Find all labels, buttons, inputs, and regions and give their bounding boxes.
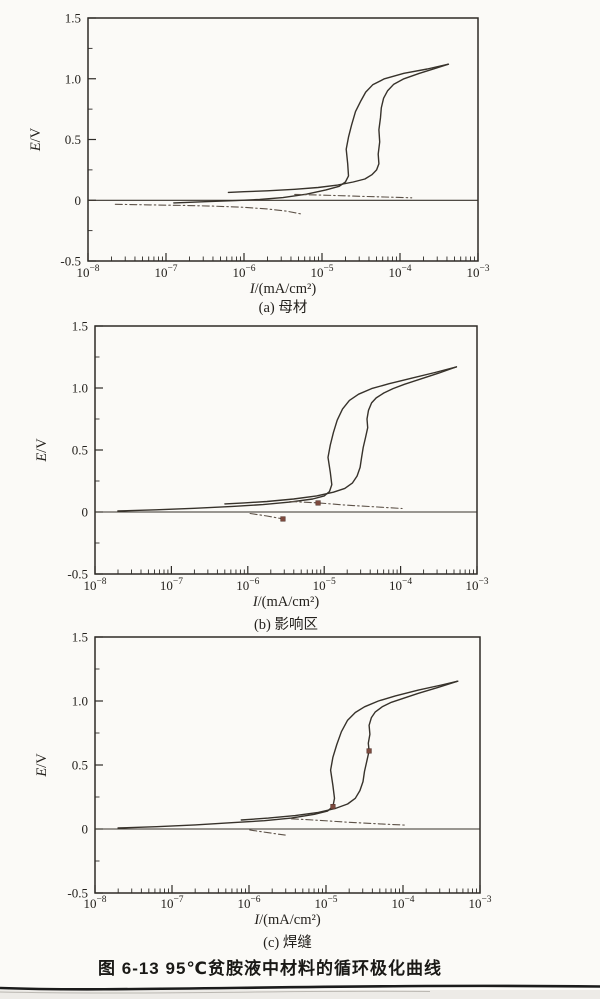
chart-a-sublabel: (a) 母材 xyxy=(258,300,308,316)
x-tick-label: 10−7 xyxy=(154,264,177,280)
y-tick-label: 1.0 xyxy=(72,694,88,709)
y-axis-title: E/V xyxy=(34,753,50,778)
x-tick-label: 10−4 xyxy=(389,577,412,593)
data-marker xyxy=(330,804,336,810)
y-axis-title: E/V xyxy=(34,438,50,463)
forward-scan-curve xyxy=(173,63,450,204)
y-axis: 1.5 1.0 0.5 0 -0.5 xyxy=(67,630,103,901)
x-tick-label: 10−5 xyxy=(310,264,333,280)
y-tick-label: 1.5 xyxy=(72,630,88,645)
reverse-scan-curve xyxy=(227,63,450,194)
x-tick-label: 10−5 xyxy=(313,577,336,593)
y-tick-label: 0.5 xyxy=(72,758,88,773)
plot-frame xyxy=(94,636,481,894)
x-axis-title: I/(mA/cm²) xyxy=(252,594,320,610)
y-tick-label: -0.5 xyxy=(60,254,81,269)
x-axis: 10−8 10−7 10−6 10−5 10−4 10−3 xyxy=(83,566,489,593)
plot-frame xyxy=(87,17,479,262)
x-tick-label: 10−7 xyxy=(160,577,183,593)
forward-scan-curve xyxy=(117,366,458,512)
y-tick-label: 0 xyxy=(75,193,82,208)
chart-c: 10−8 10−7 10−6 10−5 10−4 10−3 1.5 1.0 0.5 0 -0.5 I/… xyxy=(34,630,492,929)
page-edge-line xyxy=(0,984,600,999)
x-tick-label: 10−4 xyxy=(391,895,414,911)
reverse-cathodic-tail-curve xyxy=(289,500,403,510)
forward-scan-curve xyxy=(117,680,459,829)
chart-a: 10−8 10−7 10−6 10−5 10−4 10−3 1.5 1.0 0.5 0 -0.5 I/… xyxy=(28,11,490,298)
y-tick-label: 0.5 xyxy=(65,132,81,147)
x-tick-label: 10−5 xyxy=(314,895,337,911)
reverse-scan-curve xyxy=(240,680,459,821)
y-tick-label: 1.5 xyxy=(65,11,81,26)
below-zero-branch-curve xyxy=(249,512,284,520)
x-axis: 10−8 10−7 10−6 10−5 10−4 10−3 xyxy=(76,253,490,280)
x-tick-label: 10−4 xyxy=(388,264,411,280)
y-tick-label: 0.5 xyxy=(72,443,88,458)
data-marker xyxy=(366,748,372,754)
x-tick-label: 10−8 xyxy=(83,577,106,593)
x-axis-title: I/(mA/cm²) xyxy=(249,281,317,297)
y-tick-label: -0.5 xyxy=(67,567,88,582)
below-zero-branch-curve xyxy=(249,829,286,836)
x-tick-label: 10−6 xyxy=(232,264,255,280)
y-tick-label: 1.5 xyxy=(72,319,88,334)
x-axis-title: I/(mA/cm²) xyxy=(253,912,321,928)
y-axis: 1.5 1.0 0.5 0 -0.5 xyxy=(67,319,103,582)
y-tick-label: 0 xyxy=(82,505,89,520)
chart-b: 10−8 10−7 10−6 10−5 10−4 10−3 1.5 1.0 0.5 0 -0.5 I/… xyxy=(34,319,489,611)
x-tick-label: 10−3 xyxy=(466,264,489,280)
reverse-cathodic-tail-curve xyxy=(290,818,408,826)
reverse-cathodic-tail-curve xyxy=(294,193,413,199)
y-tick-label: 1.0 xyxy=(65,71,81,86)
x-tick-label: 10−3 xyxy=(465,577,488,593)
y-axis: 1.5 1.0 0.5 0 -0.5 xyxy=(60,11,96,269)
y-tick-label: 0 xyxy=(82,822,89,837)
data-marker xyxy=(280,516,286,522)
y-axis-title: E/V xyxy=(28,127,44,152)
figure-caption: 图 6-13 95℃贫胺液中材料的循环极化曲线 xyxy=(98,959,442,978)
x-tick-label: 10−8 xyxy=(83,895,106,911)
data-marker xyxy=(315,500,321,506)
plot-frame xyxy=(94,325,478,575)
x-tick-label: 10−8 xyxy=(76,264,99,280)
x-tick-label: 10−6 xyxy=(237,895,260,911)
y-tick-label: 1.0 xyxy=(72,381,88,396)
forward-cathodic-branch-curve xyxy=(114,203,304,215)
chart-b-sublabel: (b) 影响区 xyxy=(253,617,319,633)
x-axis: 10−8 10−7 10−6 10−5 10−4 10−3 xyxy=(83,885,492,911)
reverse-scan-curve xyxy=(224,366,458,505)
y-tick-label: -0.5 xyxy=(67,886,88,901)
x-tick-label: 10−7 xyxy=(160,895,183,911)
x-tick-label: 10−6 xyxy=(236,577,259,593)
chart-c-sublabel: (c) 焊缝 xyxy=(263,935,312,951)
x-tick-label: 10−3 xyxy=(468,895,491,911)
